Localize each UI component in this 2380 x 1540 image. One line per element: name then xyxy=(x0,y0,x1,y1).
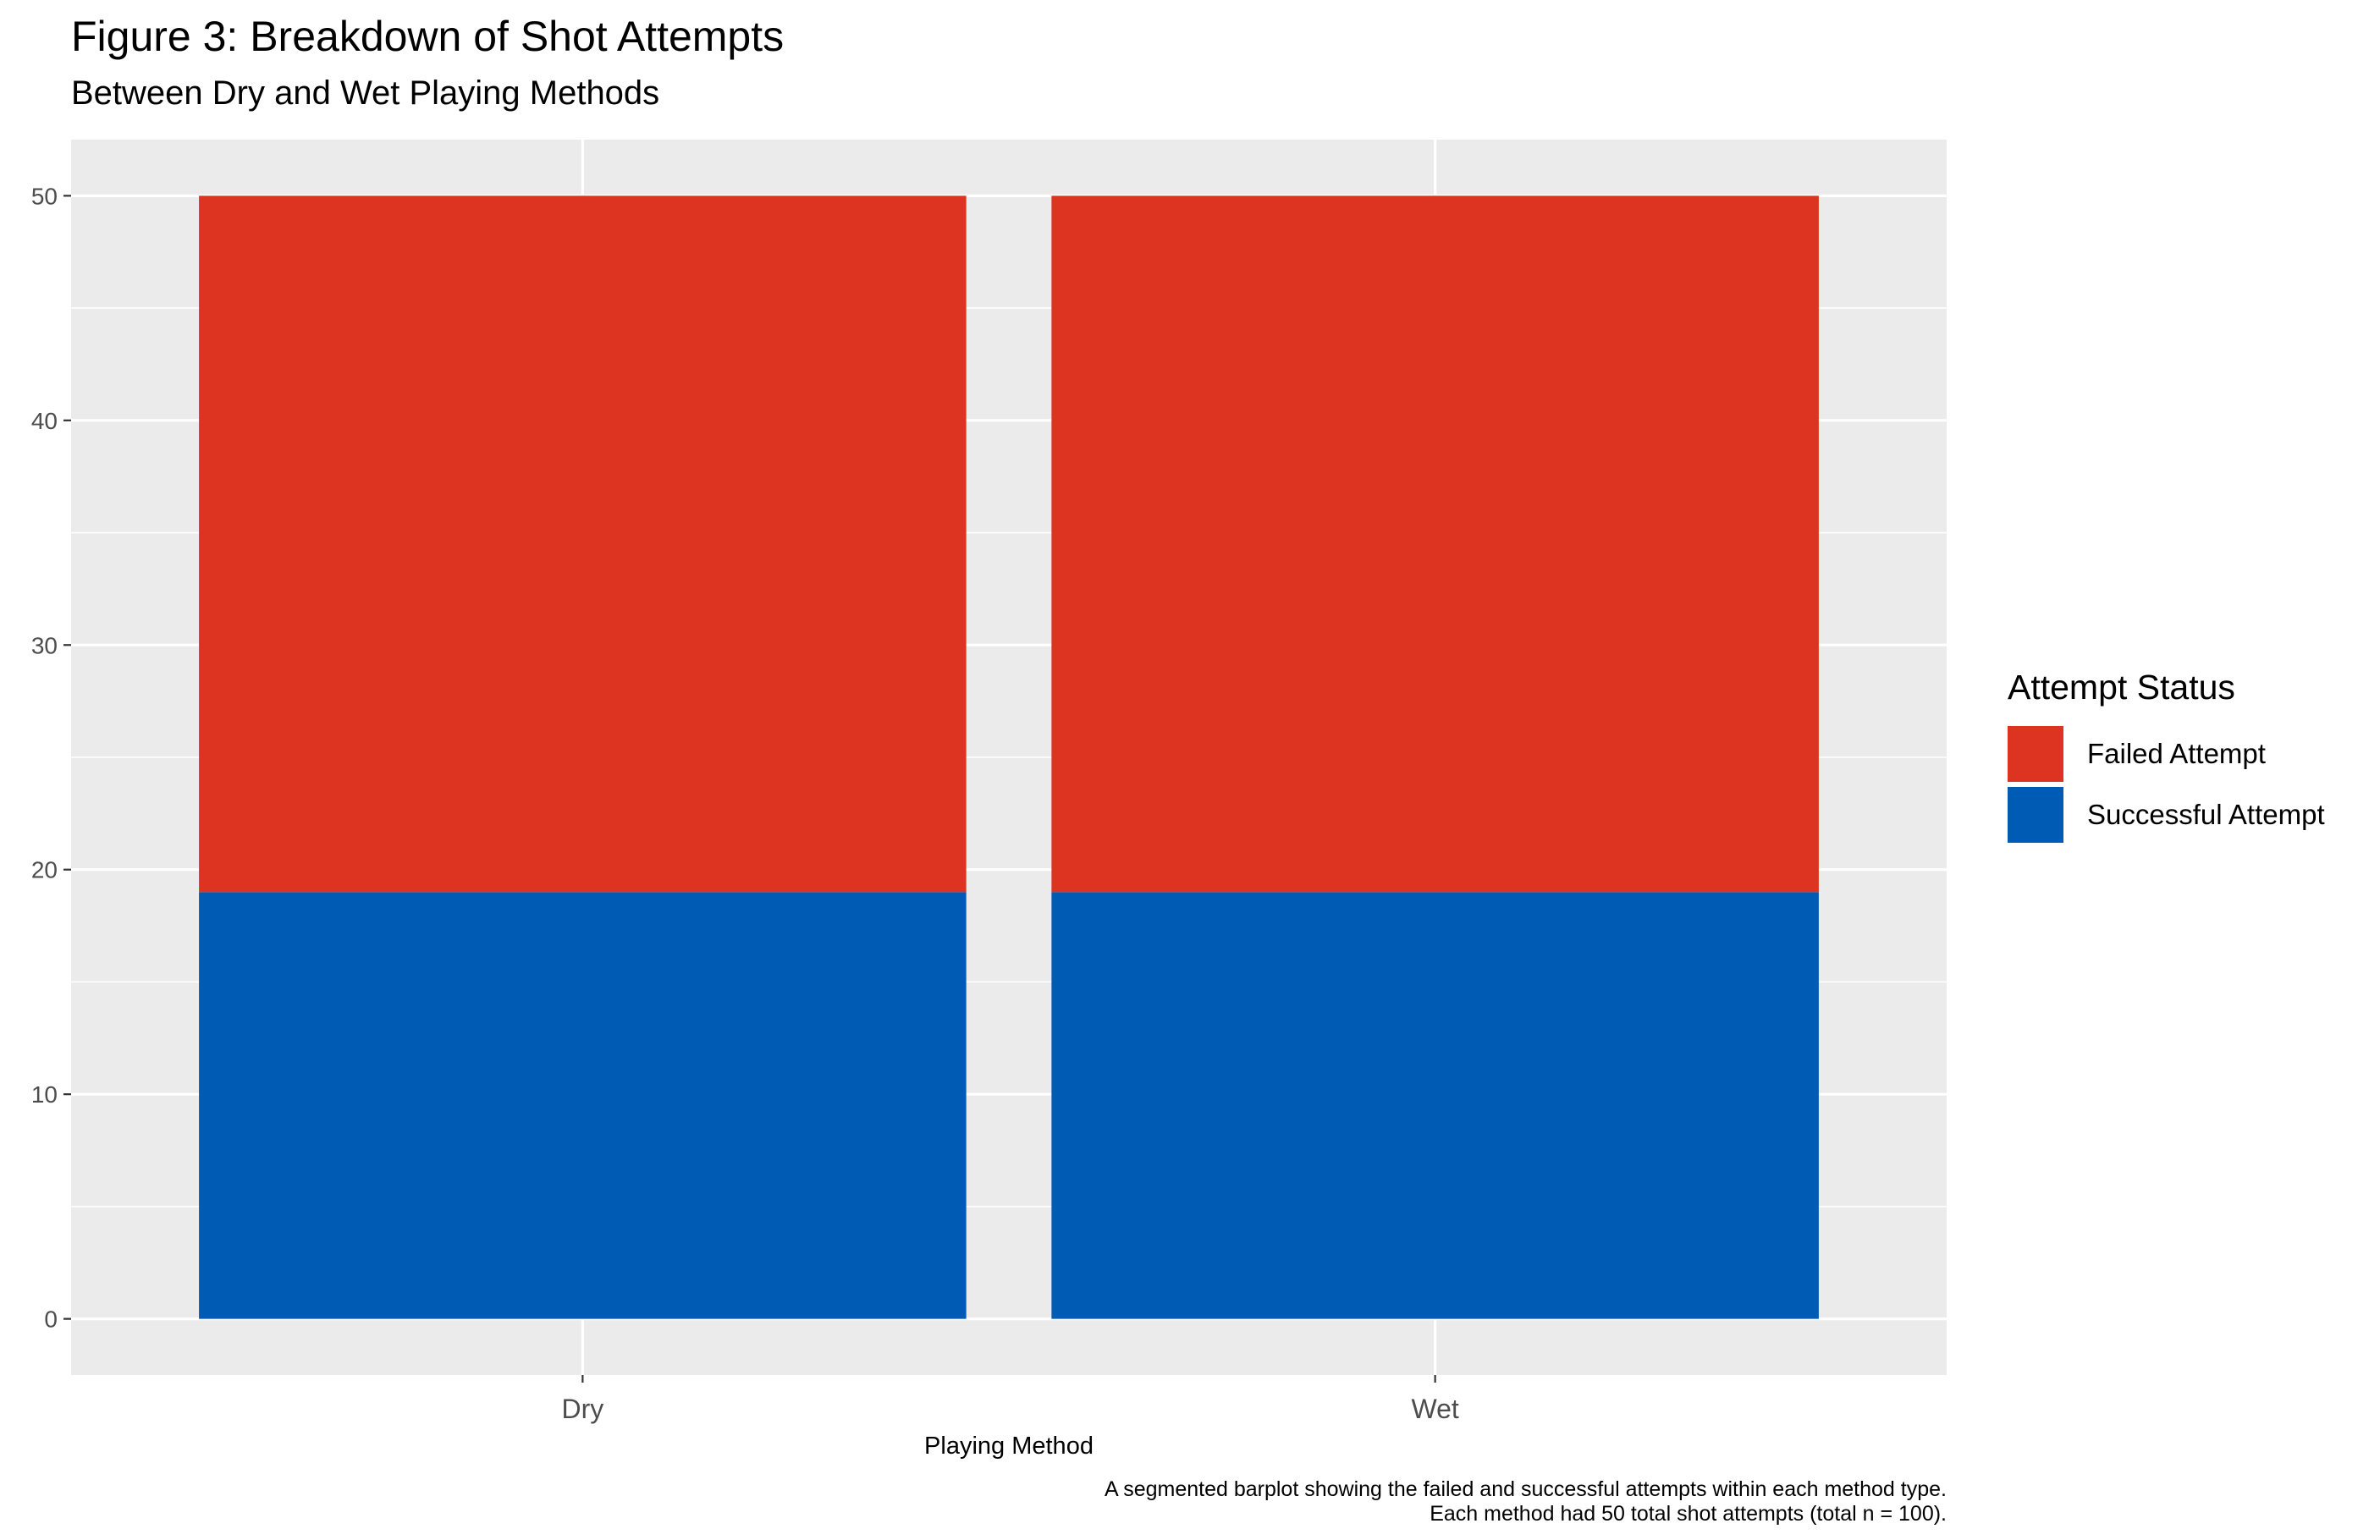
x-axis-title: Playing Method xyxy=(924,1433,1094,1460)
y-tick-label: 50 xyxy=(31,183,58,209)
x-tick-label: Dry xyxy=(561,1394,603,1424)
chart-caption: A segmented barplot showing the failed a… xyxy=(1105,1477,1947,1526)
bar-dry-successful-attempt xyxy=(199,892,967,1319)
legend-label: Successful Attempt xyxy=(2087,799,2325,830)
y-tick-label: 40 xyxy=(31,408,58,434)
caption-line-1: A segmented barplot showing the failed a… xyxy=(1104,1477,1947,1501)
y-tick-label: 0 xyxy=(44,1306,58,1333)
bar-wet-failed-attempt xyxy=(1051,195,1819,893)
legend-title: Attempt Status xyxy=(2008,668,2235,707)
caption-line-2: Each method had 50 total shot attempts (… xyxy=(1430,1502,1947,1526)
legend-label: Failed Attempt xyxy=(2087,738,2266,769)
y-tick-label: 20 xyxy=(31,857,58,883)
legend-key-successful-attempt xyxy=(2008,787,2063,843)
chart-title: Figure 3: Breakdown of Shot Attempts xyxy=(71,13,785,60)
chart-subtitle: Between Dry and Wet Playing Methods xyxy=(71,74,660,112)
bar-dry-failed-attempt xyxy=(199,195,967,893)
y-tick-label: 10 xyxy=(31,1081,58,1108)
y-tick-label: 30 xyxy=(31,632,58,658)
bar-wet-successful-attempt xyxy=(1051,892,1819,1319)
legend-key-failed-attempt xyxy=(2008,726,2063,782)
x-tick-label: Wet xyxy=(1411,1394,1458,1424)
